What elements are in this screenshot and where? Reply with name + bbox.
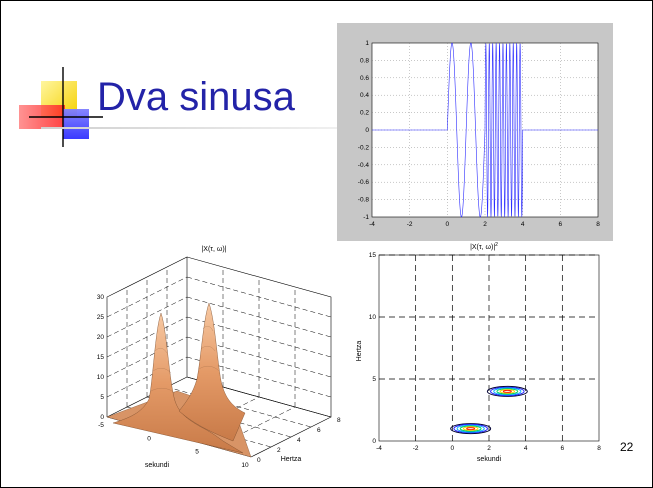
surface-plot: |X(τ, ω)| (97, 246, 341, 469)
surface-xlabel: sekundi (145, 462, 170, 469)
x-tick-label: 2 (487, 445, 491, 452)
y-tick-label: -0.8 (358, 197, 370, 204)
x-tick-label: 0 (451, 445, 455, 452)
y-tick-label: 0 (257, 457, 261, 464)
y-tick-label: 15 (369, 252, 377, 259)
signal-plot: 1 0.8 0.6 0.4 0.2 0 -0.2 -0.4 -0.6 -0.8 -1 -4 -2 0 2 4… (337, 23, 613, 241)
surface-peak-1 (112, 312, 244, 454)
surface-peak-2 (178, 302, 246, 442)
contour-blob (486, 385, 528, 397)
x-tick-label: 4 (521, 221, 525, 228)
x-tick-label: -4 (376, 445, 382, 452)
page-number: 22 (620, 440, 634, 454)
contour-blob (450, 423, 492, 435)
signal-series-line (372, 42, 598, 218)
contour-grid (379, 254, 599, 441)
y-tick-label: 0.6 (360, 75, 369, 82)
surface-ylabel: Hertza (281, 456, 302, 463)
y-tick-label: 0 (372, 438, 376, 445)
x-tick-label: 0 (446, 221, 450, 228)
surface-plot-title: |X(τ, ω)| (201, 246, 226, 253)
z-tick-label: 25 (97, 314, 105, 321)
x-tick-label: -2 (413, 445, 419, 452)
x-tick-label: -4 (369, 221, 375, 228)
z-tick-label: 5 (100, 394, 104, 401)
contour-plot-title: |X(τ, ω)|2 (470, 242, 498, 251)
y-tick-label: -0.4 (358, 162, 370, 169)
x-tick-label: 2 (483, 221, 487, 228)
y-tick-label: 10 (369, 314, 377, 321)
y-tick-label: 0.8 (360, 57, 369, 64)
y-tick-label: 8 (337, 417, 341, 424)
z-tick-label: 10 (97, 374, 105, 381)
z-tick-label: 0 (100, 414, 104, 421)
y-tick-label: -1 (363, 214, 369, 221)
z-tick-label: 30 (97, 294, 105, 301)
title-underline (41, 127, 341, 129)
y-tick-label: 6 (317, 427, 321, 434)
decorative-bullet-icon (19, 67, 103, 147)
contour-ylabel: Hertza (356, 341, 363, 362)
y-tick-label: 0 (365, 127, 369, 134)
x-tick-label: 8 (596, 221, 600, 228)
z-tick-label: 15 (97, 354, 105, 361)
x-tick-label: 6 (559, 221, 563, 228)
x-tick-label: 8 (597, 445, 601, 452)
slide-title: Dva sinusa (97, 75, 295, 119)
x-tick-label: -2 (407, 221, 413, 228)
y-tick-label: 0.4 (360, 92, 369, 99)
z-tick-label: 20 (97, 334, 105, 341)
contour-xlabel: sekundi (477, 456, 502, 463)
y-tick-label: 4 (297, 437, 301, 444)
y-tick-label: -0.6 (358, 179, 370, 186)
y-tick-label: -0.2 (358, 144, 370, 151)
x-tick-label: -5 (98, 422, 104, 429)
x-tick-label: 4 (524, 445, 528, 452)
y-tick-label: 5 (372, 376, 376, 383)
y-tick-label: 0.2 (360, 110, 369, 117)
x-tick-label: 5 (195, 449, 199, 456)
x-tick-label: 0 (147, 435, 151, 442)
y-tick-label: 2 (277, 447, 281, 454)
y-tick-label: 1 (365, 40, 369, 47)
contour-plot: |X(τ, ω)|2 15 10 5 0 -4 -2 0 2 4 6 8 sekundi Hert… (356, 242, 601, 463)
x-tick-label: 10 (241, 462, 249, 469)
x-tick-label: 6 (561, 445, 565, 452)
